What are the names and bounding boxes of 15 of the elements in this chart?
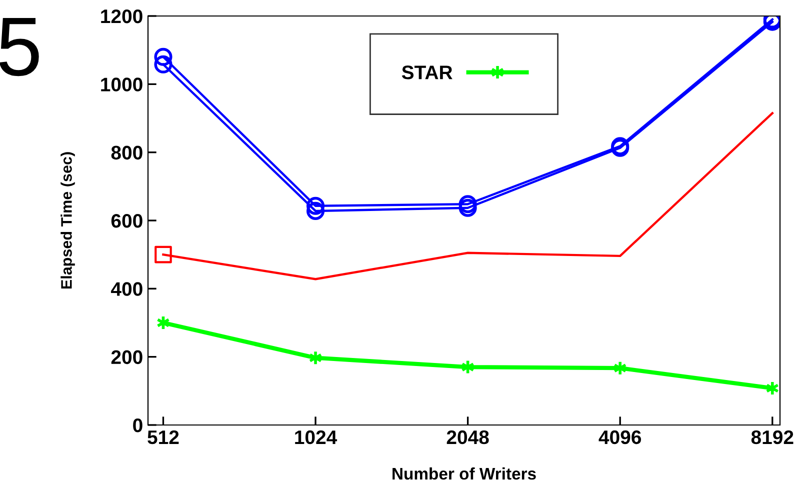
y-tick-label: 1000 [101, 78, 142, 92]
x-tick-label: 512 [148, 430, 179, 444]
x-tick-label: 4096 [598, 430, 642, 444]
x-axis-title: Number of Writers [392, 467, 536, 480]
y-tick-label: 0 [133, 418, 142, 432]
y-tick-label: 800 [111, 146, 142, 160]
y-tick-label: 400 [110, 282, 142, 296]
y-axis-title: Elapsed Time (sec) [60, 152, 75, 289]
x-tick-label: 1024 [295, 430, 338, 444]
y-tick-label: 600 [111, 214, 142, 228]
legend-label: STAR [402, 66, 452, 80]
x-tick-label: 8192 [751, 430, 794, 444]
y-tick-label: 1200 [101, 9, 142, 24]
x-tick-label: 2048 [446, 430, 489, 444]
y-tick-label: 200 [111, 350, 142, 364]
